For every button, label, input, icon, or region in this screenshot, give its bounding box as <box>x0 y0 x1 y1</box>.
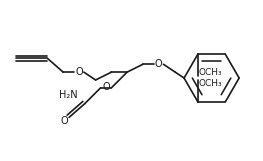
Text: O: O <box>155 59 162 69</box>
Text: O: O <box>103 82 110 92</box>
Text: O: O <box>75 67 83 77</box>
Text: OCH₃: OCH₃ <box>199 79 222 88</box>
Text: H₂N: H₂N <box>59 90 78 100</box>
Text: O: O <box>60 116 68 126</box>
Text: OCH₃: OCH₃ <box>199 68 222 77</box>
